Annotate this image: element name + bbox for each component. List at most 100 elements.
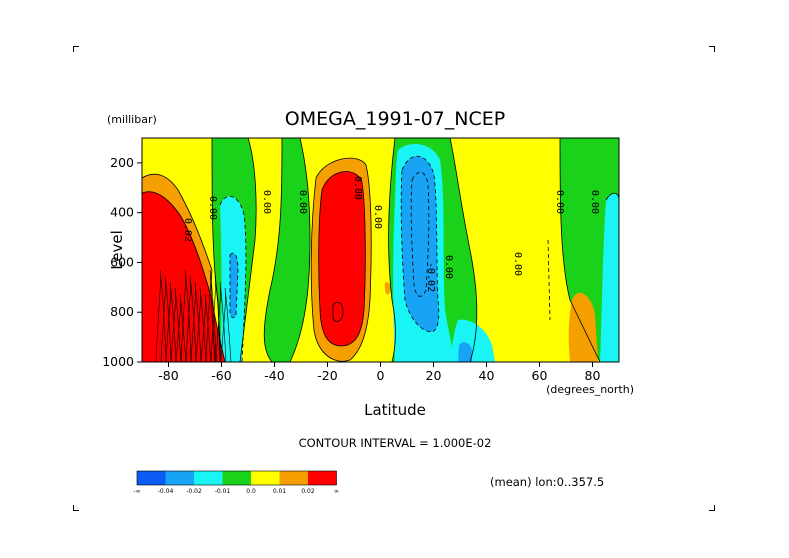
dense-contours	[155, 269, 232, 362]
contour-label-group: 0.02 0.00 0.00 0.00 0.00 -0.02 0.00 0.00…	[182, 176, 600, 292]
contour-line	[263, 138, 283, 362]
mean-text: (mean) lon:0..357.5	[490, 475, 604, 489]
contour-fill	[142, 138, 619, 362]
fill-red-1	[142, 191, 225, 362]
dense-contour-line	[160, 275, 172, 362]
contour-label: -0.02	[425, 262, 436, 292]
contour-label: 0.02	[182, 218, 193, 242]
legend-label: ∞	[334, 488, 339, 495]
legend-label: -∞	[133, 488, 140, 495]
chart-title: OMEGA_1991-07_NCEP	[285, 108, 505, 130]
legend-label: 0.01	[273, 488, 287, 495]
legend-label: -0.01	[215, 488, 231, 495]
legend-label: -0.04	[158, 488, 174, 495]
corner-marks	[73, 46, 715, 511]
y-tick-label: 400	[110, 205, 134, 220]
legend-label: 0.02	[301, 488, 315, 495]
contour-line	[547, 239, 551, 321]
y-tick-label: 800	[110, 304, 134, 319]
x-unit-label: (degrees_north)	[546, 383, 634, 396]
dense-contour-line	[170, 287, 182, 362]
dense-contour-line	[155, 269, 167, 362]
contour-label: 0.00	[352, 176, 363, 200]
contour-line	[400, 155, 440, 333]
contour-line	[289, 138, 311, 362]
contour-label: 0.00	[589, 190, 600, 214]
dense-contour-line	[175, 293, 187, 362]
legend-swatch	[279, 471, 308, 485]
fill-yellow-4	[450, 138, 600, 362]
fill-yellow-2	[240, 138, 282, 362]
x-tick-label: -80	[158, 368, 178, 383]
dense-contour-line	[165, 281, 177, 362]
fill-red-2	[318, 171, 366, 346]
contour-line	[219, 195, 247, 362]
contour-lines	[142, 138, 619, 362]
contour-label: 0.00	[261, 190, 272, 214]
dense-contour-line	[205, 269, 217, 362]
legend-swatch	[222, 471, 251, 485]
contour-line	[559, 138, 601, 362]
contour-line	[310, 157, 372, 362]
dense-contour-line	[195, 287, 207, 362]
y-tick-label: 200	[110, 155, 134, 170]
contour-line	[142, 173, 216, 362]
contour-label: 0.00	[372, 205, 383, 229]
contour-label: 0.00	[554, 190, 565, 214]
contour-label: 0.00	[512, 252, 523, 276]
dense-contour-line	[215, 281, 227, 362]
x-tick-label: 40	[479, 368, 495, 383]
corner-mark-top-right	[709, 46, 715, 52]
corner-mark-bottom-left	[73, 505, 79, 511]
contour-line	[239, 138, 257, 362]
x-axis: -80 -60 -40 -20 0 20 40 60 80	[158, 362, 600, 383]
plot-area: 0.02 0.00 0.00 0.00 0.00 -0.02 0.00 0.00…	[141, 137, 620, 363]
y-tick-label: 600	[110, 254, 134, 269]
x-tick-label: 80	[585, 368, 601, 383]
x-tick-label: -60	[211, 368, 231, 383]
legend-swatch	[137, 471, 166, 485]
fill-blue-1	[401, 156, 439, 332]
x-tick-label: -20	[317, 368, 337, 383]
contour-line	[318, 171, 366, 347]
legend-swatch	[251, 471, 280, 485]
color-legend: -∞ -0.04 -0.02 -0.01 0.0 0.01 0.02 ∞	[133, 470, 339, 495]
x-axis-title: Latitude	[364, 401, 426, 419]
contour-line	[410, 171, 430, 297]
corner-mark-top-left	[73, 46, 79, 52]
legend-swatch	[165, 471, 194, 485]
fill-cyan-4	[600, 193, 619, 362]
x-tick-label: -40	[264, 368, 284, 383]
y-axis-title: Level	[108, 230, 126, 270]
x-tick-label: 0	[377, 368, 385, 383]
dense-contour-line	[185, 275, 197, 362]
legend-label: 0.0	[246, 488, 256, 495]
y-tick-label: 1000	[102, 354, 134, 369]
dense-contour-line	[190, 281, 202, 362]
contour-line	[332, 301, 344, 322]
contour-label: 0.00	[443, 255, 454, 279]
contour-line	[142, 191, 226, 362]
x-tick-label: 20	[426, 368, 442, 383]
contour-line	[388, 138, 396, 362]
dense-contour-line	[220, 287, 232, 362]
corner-mark-bottom-right	[709, 505, 715, 511]
legend-label: -0.02	[186, 488, 202, 495]
y-unit-label: (millibar)	[107, 113, 157, 126]
fill-orange-4	[384, 282, 391, 295]
y-axis: 200 400 600 800 1000	[102, 155, 142, 369]
dense-contour-line	[180, 269, 192, 362]
legend-frame	[136, 470, 337, 486]
dense-contour-line	[210, 275, 222, 362]
contour-label: 0.00	[297, 190, 308, 214]
fill-blue-2	[230, 253, 238, 318]
x-tick-label: 60	[532, 368, 548, 383]
legend-swatch	[194, 471, 223, 485]
contour-label: 0.00	[207, 196, 218, 220]
dense-contour-line	[200, 293, 212, 362]
legend-swatch	[308, 471, 337, 485]
fill-blue-3	[458, 342, 472, 362]
contour-interval-text: CONTOUR INTERVAL = 1.000E-02	[299, 436, 492, 450]
contour-line	[449, 138, 478, 362]
